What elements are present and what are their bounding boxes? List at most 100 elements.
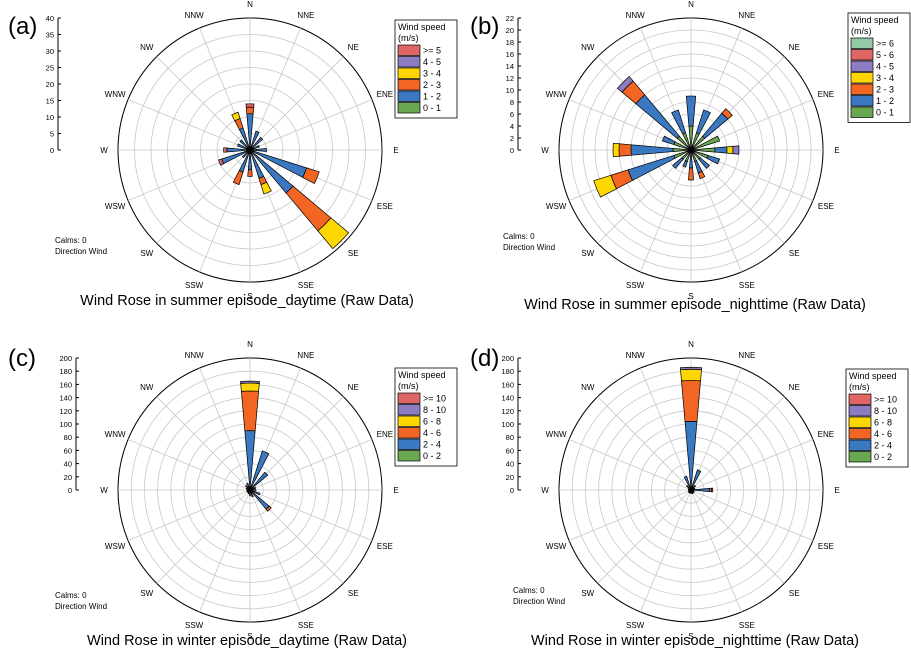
compass-label-ene: ENE xyxy=(377,430,393,439)
petal-ne xyxy=(250,471,269,490)
compass-label-n: N xyxy=(688,0,694,9)
grid-spoke xyxy=(127,489,251,541)
panel-a: (a) N NNE NE ENE E ESE SE SSE S SSW SW WSW W WNW NW NNW 0… xyxy=(8,0,458,309)
radial-tick-label: 20 xyxy=(46,80,54,89)
petal-wnw xyxy=(661,135,676,146)
radial-tick-label: 140 xyxy=(59,394,72,403)
chart-title: Wind Rose in summer episode_daytime (Raw… xyxy=(80,293,414,309)
radial-tick-label: 60 xyxy=(506,446,514,455)
compass-label-nnw: NNW xyxy=(626,11,646,20)
grid-spoke xyxy=(249,56,344,151)
petal-n xyxy=(681,380,701,423)
compass-label-wsw: WSW xyxy=(105,202,126,211)
petal-n xyxy=(240,390,260,432)
petal-se xyxy=(285,185,332,232)
grid-spoke xyxy=(156,56,251,151)
panel-label: (d) xyxy=(470,345,499,372)
legend-label: 6 - 8 xyxy=(423,417,441,427)
compass-label-w: W xyxy=(100,486,108,495)
legend-swatch xyxy=(850,72,874,84)
legend-swatch xyxy=(850,60,874,72)
compass-label-nw: NW xyxy=(581,383,595,392)
compass-label-wsw: WSW xyxy=(546,202,567,211)
radial-tick-label: 80 xyxy=(64,433,72,442)
petal-ene xyxy=(690,135,721,151)
compass-label-nne: NNE xyxy=(738,351,755,360)
petal-nne xyxy=(695,109,711,135)
petal-s xyxy=(689,155,693,169)
radial-tick-label: 8 xyxy=(510,98,514,107)
panel-label: (a) xyxy=(8,13,37,40)
legend-swatch xyxy=(850,106,874,118)
legend-label: >= 6 xyxy=(876,39,894,49)
petal-e xyxy=(711,487,714,493)
compass-label-ne: NE xyxy=(789,383,800,392)
radial-tick-label: 0 xyxy=(510,146,514,155)
petal-wnw xyxy=(236,143,248,150)
legend: Wind speed(m/s) >= 54 - 5 3 - 42 - 3 1 - 20… xyxy=(394,19,458,119)
radial-tick-label: 200 xyxy=(501,354,514,363)
radial-tick-label: 15 xyxy=(46,97,54,106)
legend-swatch xyxy=(850,95,874,107)
calms-text: Calms: 0 xyxy=(503,232,535,241)
legend-label: 8 - 10 xyxy=(423,405,446,415)
legend-swatch xyxy=(397,79,421,91)
petal-sse xyxy=(697,170,706,180)
radial-tick-label: 40 xyxy=(46,14,54,23)
grid-spoke xyxy=(640,489,692,613)
grid-spoke xyxy=(127,439,251,491)
panel-label: (b) xyxy=(470,13,499,40)
radial-tick-label: 40 xyxy=(506,460,514,469)
legend-label: 3 - 4 xyxy=(423,69,441,79)
petal-n xyxy=(240,382,260,392)
legend-label: >= 10 xyxy=(423,394,446,404)
compass-label-sw: SW xyxy=(581,589,594,598)
grid-spoke xyxy=(568,439,692,491)
compass-label-n: N xyxy=(688,340,694,349)
legend-label: >= 10 xyxy=(874,395,897,405)
radial-tick-label: 10 xyxy=(46,113,54,122)
compass-label-sse: SSE xyxy=(298,281,314,290)
compass-label-w: W xyxy=(541,146,549,155)
legend: Wind speed(m/s) >= 65 - 6 4 - 53 - 4 2 - 31… xyxy=(847,12,911,123)
grid-spoke xyxy=(690,489,814,541)
direction-text: Direction Wind xyxy=(503,243,555,252)
direction-text: Direction Wind xyxy=(55,247,107,256)
petal-se xyxy=(265,505,272,512)
radial-tick-label: 120 xyxy=(501,407,514,416)
petal-nnw xyxy=(683,475,692,490)
petal-sse xyxy=(260,181,272,195)
direction-text: Direction Wind xyxy=(55,602,107,611)
legend-label: 2 - 4 xyxy=(874,441,892,451)
legend-swatch xyxy=(848,405,872,417)
panel-d: (d) N NNE NE ENE E ESE SE SSE S SSW SW WSW W WNW NW NNW 0… xyxy=(470,340,909,649)
grid-spoke xyxy=(690,367,742,491)
petal-ne xyxy=(251,136,264,149)
petal-w xyxy=(226,147,248,153)
legend-label: 0 - 2 xyxy=(874,452,892,462)
compass-label-nne: NNE xyxy=(297,11,314,20)
compass-label-ene: ENE xyxy=(818,90,834,99)
compass-label-ese: ESE xyxy=(818,202,834,211)
petal-ssw xyxy=(682,160,688,168)
compass-label-se: SE xyxy=(789,589,800,598)
panel-b: (b) N NNE NE ENE E ESE SE SSE S SSW SW WSW W WNW NW NNW 0… xyxy=(470,0,911,313)
radial-tick-label: 30 xyxy=(46,47,54,56)
radial-tick-label: 160 xyxy=(501,380,514,389)
compass-label-e: E xyxy=(393,486,398,495)
legend-label: 4 - 5 xyxy=(876,62,894,72)
legend-swatch xyxy=(850,49,874,61)
grid-spoke xyxy=(249,439,373,491)
petal-w xyxy=(630,144,674,156)
legend-title: Wind speed xyxy=(398,370,446,380)
petal-n xyxy=(245,106,255,115)
legend: Wind speed(m/s) >= 108 - 10 6 - 84 - 6 2 - … xyxy=(845,368,909,468)
compass-label-e: E xyxy=(834,486,839,495)
legend-swatch xyxy=(397,102,421,114)
legend-label: 1 - 2 xyxy=(876,96,894,106)
legend-swatch xyxy=(397,67,421,79)
petal-nw xyxy=(616,75,634,93)
petal-nnw xyxy=(671,109,687,135)
compass-label-n: N xyxy=(247,340,253,349)
radial-tick-label: 2 xyxy=(510,134,514,143)
